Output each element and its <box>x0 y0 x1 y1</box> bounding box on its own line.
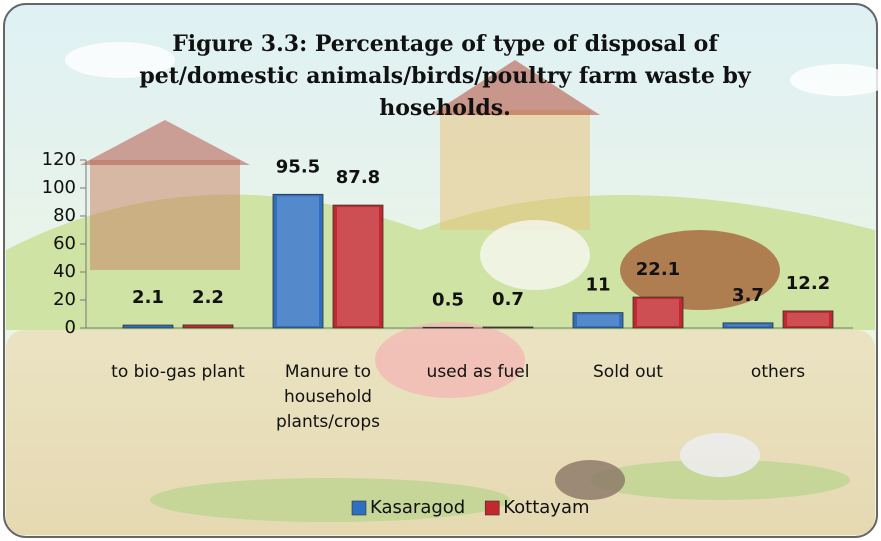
data-label: 2.2 <box>192 287 224 308</box>
y-tick-label: 60 <box>53 233 76 254</box>
legend-label: Kasaragod <box>370 497 465 518</box>
x-tick-label: to bio-gas plant <box>111 362 245 382</box>
bar <box>572 312 624 329</box>
legend-swatch <box>484 500 500 516</box>
data-label: 95.5 <box>276 156 320 177</box>
bar-highlight <box>337 207 379 326</box>
y-tick-label: 100 <box>42 177 76 198</box>
data-label: 87.8 <box>336 167 380 188</box>
bar <box>722 322 774 329</box>
bar <box>332 204 384 329</box>
bar <box>272 193 324 329</box>
legend-swatch <box>351 500 367 516</box>
x-tick-label: Manure to household plants/crops <box>276 362 380 432</box>
bar <box>782 310 834 329</box>
data-label: 22.1 <box>636 259 680 280</box>
x-tick-label: Sold out <box>593 362 663 382</box>
data-label: 11 <box>585 275 610 296</box>
bar-highlight <box>727 324 769 326</box>
data-label: 0.5 <box>432 289 464 310</box>
y-tick-label: 40 <box>53 261 76 282</box>
y-tick-label: 0 <box>65 317 76 338</box>
y-tick-label: 120 <box>42 149 76 170</box>
data-label: 2.1 <box>132 287 164 308</box>
data-label: 3.7 <box>732 285 764 306</box>
x-tick-label: used as fuel <box>426 362 530 382</box>
bar <box>182 324 234 329</box>
background <box>3 3 881 538</box>
x-tick-label: others <box>750 362 806 382</box>
bar <box>482 326 534 329</box>
y-tick-label: 80 <box>53 205 76 226</box>
bar <box>632 296 684 329</box>
data-label: 12.2 <box>786 273 830 294</box>
y-tick-label: 20 <box>53 289 76 310</box>
legend-label: Kottayam <box>503 497 589 518</box>
chart-title: Figure 3.3: Percentage of type of dispos… <box>139 31 751 121</box>
bar <box>422 326 474 329</box>
bar-highlight <box>637 299 679 326</box>
bar-highlight <box>787 312 829 326</box>
bar <box>122 324 174 329</box>
data-label: 0.7 <box>492 289 524 310</box>
bar-highlight <box>577 314 619 326</box>
bar-highlight <box>277 196 319 326</box>
